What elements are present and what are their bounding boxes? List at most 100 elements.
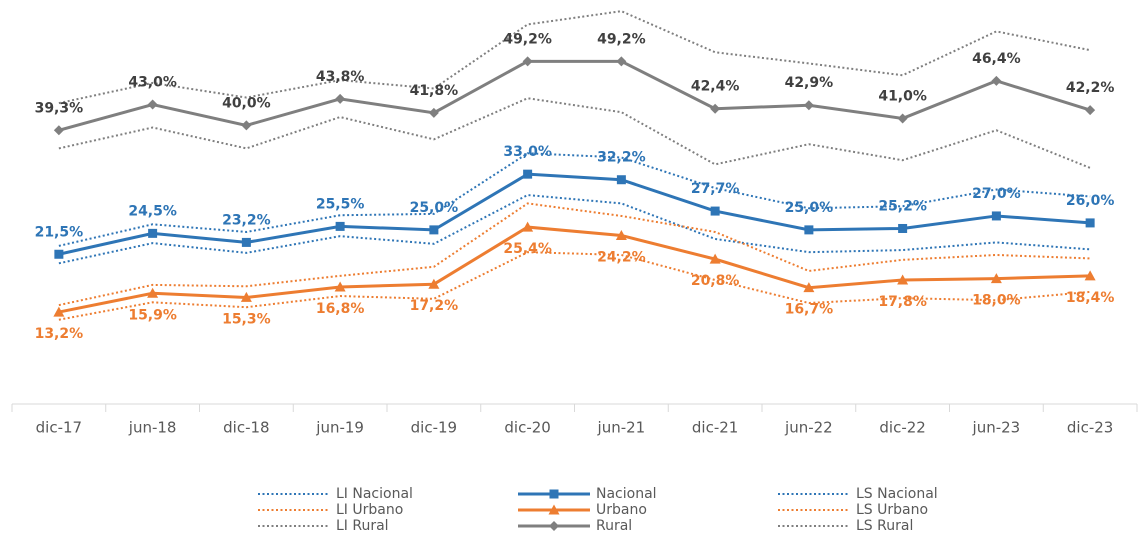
value-label: 13,2% bbox=[35, 326, 84, 342]
marker bbox=[428, 107, 439, 118]
legend-label: Urbano bbox=[596, 502, 647, 518]
marker bbox=[616, 56, 627, 67]
marker bbox=[616, 175, 626, 185]
value-label: 27,0% bbox=[972, 186, 1021, 202]
legend-item: Nacional bbox=[518, 486, 657, 502]
legend-item: Urbano bbox=[518, 502, 647, 518]
marker bbox=[522, 56, 533, 67]
marker bbox=[709, 253, 721, 264]
marker bbox=[897, 274, 909, 285]
marker bbox=[148, 228, 158, 238]
legend-label: Rural bbox=[596, 518, 632, 534]
marker bbox=[1084, 270, 1096, 281]
legend-marker bbox=[549, 489, 559, 499]
series-line bbox=[58, 97, 1091, 169]
x-tick-label: jun-22 bbox=[784, 419, 833, 437]
value-label: 15,3% bbox=[222, 311, 271, 327]
value-label: 49,2% bbox=[503, 31, 552, 47]
value-label: 42,9% bbox=[785, 75, 834, 91]
legend-label: LI Rural bbox=[336, 518, 389, 534]
marker bbox=[991, 211, 1001, 221]
marker bbox=[53, 306, 65, 317]
marker bbox=[522, 221, 534, 232]
x-tick-label: dic-22 bbox=[879, 419, 925, 437]
value-label: 16,8% bbox=[316, 301, 365, 317]
value-label: 18,0% bbox=[972, 293, 1021, 309]
value-label: 27,7% bbox=[691, 181, 740, 197]
marker bbox=[803, 282, 815, 293]
value-label: 42,4% bbox=[691, 79, 740, 95]
value-label: 25,0% bbox=[410, 200, 459, 216]
legend-label: LI Nacional bbox=[336, 486, 413, 502]
marker bbox=[1085, 105, 1096, 116]
series-line bbox=[58, 202, 1091, 307]
marker bbox=[804, 225, 814, 235]
marker bbox=[898, 223, 908, 233]
x-tick-label: dic-17 bbox=[36, 419, 82, 437]
marker bbox=[335, 93, 346, 104]
series-line bbox=[58, 194, 1091, 265]
legend-item: LS Urbano bbox=[778, 502, 928, 518]
x-tick-label: jun-23 bbox=[972, 419, 1021, 437]
x-tick-label: dic-19 bbox=[411, 419, 457, 437]
value-label: 26,0% bbox=[1066, 193, 1115, 209]
value-label: 21,5% bbox=[35, 224, 84, 240]
value-label: 46,4% bbox=[972, 51, 1021, 67]
legend-item: LI Urbano bbox=[258, 502, 403, 518]
series-line bbox=[58, 251, 1091, 321]
value-label: 24,2% bbox=[597, 249, 646, 265]
value-label: 25,5% bbox=[316, 196, 365, 212]
legend-label: LS Rural bbox=[856, 518, 913, 534]
value-label: 17,2% bbox=[410, 298, 459, 314]
value-label: 17,8% bbox=[878, 294, 927, 310]
value-label: 24,5% bbox=[128, 203, 177, 219]
value-label: 18,4% bbox=[1066, 290, 1115, 306]
marker bbox=[710, 206, 720, 216]
marker bbox=[523, 169, 533, 179]
legend-label: LS Urbano bbox=[856, 502, 928, 518]
x-tick-label: dic-23 bbox=[1067, 419, 1113, 437]
legend-item: Rural bbox=[518, 518, 632, 534]
marker bbox=[240, 291, 252, 302]
value-label: 16,7% bbox=[785, 302, 834, 318]
legend-marker bbox=[548, 504, 560, 515]
x-tick-label: jun-19 bbox=[315, 419, 364, 437]
series-line bbox=[58, 172, 1091, 256]
marker bbox=[990, 273, 1002, 284]
value-label: 41,8% bbox=[410, 83, 459, 99]
legend-item: LS Nacional bbox=[778, 486, 938, 502]
marker bbox=[991, 75, 1002, 86]
value-label: 33,0% bbox=[503, 144, 552, 160]
marker bbox=[147, 99, 158, 110]
x-tick-label: dic-18 bbox=[223, 419, 269, 437]
marker bbox=[241, 237, 251, 247]
legend-marker bbox=[549, 521, 559, 531]
x-tick-label: dic-20 bbox=[504, 419, 550, 437]
series-line bbox=[58, 225, 1091, 314]
marker bbox=[54, 249, 64, 259]
value-label: 15,9% bbox=[128, 307, 177, 323]
legend-label: Nacional bbox=[596, 486, 657, 502]
marker bbox=[803, 100, 814, 111]
value-label: 32,2% bbox=[597, 150, 646, 166]
x-tick-label: jun-21 bbox=[597, 419, 646, 437]
marker bbox=[1085, 218, 1095, 228]
series-line bbox=[58, 10, 1091, 105]
marker bbox=[710, 103, 721, 114]
legend-item: LI Nacional bbox=[258, 486, 413, 502]
value-label: 41,0% bbox=[878, 88, 927, 104]
value-label: 25,4% bbox=[503, 241, 552, 257]
value-label: 23,2% bbox=[222, 212, 271, 228]
value-label: 43,8% bbox=[316, 69, 365, 85]
value-label: 40,0% bbox=[222, 95, 271, 111]
legend-label: LS Nacional bbox=[856, 486, 938, 502]
legend-label: LI Urbano bbox=[336, 502, 403, 518]
legend-item: LI Rural bbox=[258, 518, 389, 534]
marker bbox=[335, 221, 345, 231]
marker bbox=[615, 229, 627, 240]
marker bbox=[53, 125, 64, 136]
value-label: 49,2% bbox=[597, 31, 646, 47]
value-label: 25,2% bbox=[878, 198, 927, 214]
marker bbox=[897, 113, 908, 124]
